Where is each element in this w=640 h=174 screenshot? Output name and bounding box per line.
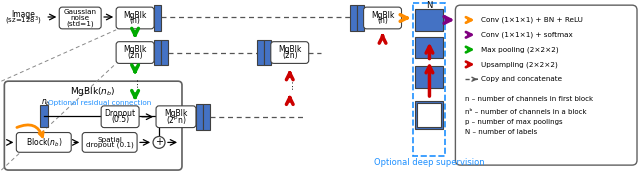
Text: ...: ...: [130, 76, 140, 87]
FancyBboxPatch shape: [196, 104, 203, 130]
FancyBboxPatch shape: [156, 106, 196, 128]
FancyBboxPatch shape: [161, 40, 168, 65]
Text: (std=1): (std=1): [67, 20, 94, 27]
FancyBboxPatch shape: [116, 42, 154, 63]
FancyBboxPatch shape: [415, 101, 444, 129]
Text: Conv (1×1×1) + BN + ReLU: Conv (1×1×1) + BN + ReLU: [481, 17, 583, 23]
FancyBboxPatch shape: [40, 105, 48, 127]
Text: MgBlk: MgBlk: [164, 109, 188, 118]
Text: Upsampling (2×2×2): Upsampling (2×2×2): [481, 61, 558, 68]
Text: MgBlk: MgBlk: [124, 45, 147, 54]
FancyBboxPatch shape: [364, 7, 401, 29]
Text: +: +: [155, 137, 163, 147]
FancyBboxPatch shape: [456, 5, 637, 165]
Text: (2n): (2n): [127, 51, 143, 60]
FancyArrowPatch shape: [17, 125, 44, 137]
Text: Block($n_b$): Block($n_b$): [26, 136, 62, 149]
Text: Copy and concatenate: Copy and concatenate: [481, 76, 563, 82]
FancyBboxPatch shape: [264, 40, 271, 65]
FancyBboxPatch shape: [154, 5, 161, 31]
Circle shape: [153, 136, 165, 148]
FancyBboxPatch shape: [154, 40, 161, 65]
FancyBboxPatch shape: [203, 104, 210, 130]
Text: Dropout: Dropout: [104, 109, 136, 118]
Text: ...: ...: [285, 78, 295, 89]
Text: nᵇ – number of channels in a block: nᵇ – number of channels in a block: [465, 109, 587, 115]
Text: $n_b$: $n_b$: [41, 98, 51, 108]
Text: MgBlk: MgBlk: [278, 45, 301, 54]
Text: (2n): (2n): [282, 51, 298, 60]
Text: N: N: [426, 1, 433, 10]
Text: Max pooling (2×2×2): Max pooling (2×2×2): [481, 46, 559, 53]
Text: Image: Image: [12, 10, 35, 19]
Text: (0.5): (0.5): [111, 115, 129, 124]
FancyBboxPatch shape: [271, 42, 308, 63]
FancyBboxPatch shape: [116, 7, 154, 29]
Text: MgBlk: MgBlk: [124, 10, 147, 19]
FancyBboxPatch shape: [82, 133, 137, 152]
FancyBboxPatch shape: [415, 9, 444, 31]
Text: noise: noise: [70, 15, 90, 21]
Text: Gaussian: Gaussian: [64, 9, 97, 15]
FancyBboxPatch shape: [17, 133, 71, 152]
FancyBboxPatch shape: [356, 5, 364, 31]
Text: Optional deep supervision: Optional deep supervision: [374, 158, 484, 167]
Text: N – number of labels: N – number of labels: [465, 129, 538, 135]
Text: n – number of channels in first block: n – number of channels in first block: [465, 96, 593, 102]
FancyBboxPatch shape: [101, 106, 139, 128]
Text: (n): (n): [130, 17, 141, 25]
FancyBboxPatch shape: [4, 81, 182, 170]
FancyBboxPatch shape: [415, 37, 444, 58]
Text: Optional residual connection: Optional residual connection: [47, 100, 151, 106]
Text: MgBlk($n_b$): MgBlk($n_b$): [70, 85, 116, 98]
Text: (2$^p$n): (2$^p$n): [166, 114, 186, 126]
FancyBboxPatch shape: [349, 5, 356, 31]
Text: dropout (0.1): dropout (0.1): [86, 142, 134, 148]
Text: (n): (n): [377, 17, 388, 25]
FancyBboxPatch shape: [257, 40, 264, 65]
Text: Conv (1×1×1) + softmax: Conv (1×1×1) + softmax: [481, 31, 573, 38]
Text: p – number of max poolings: p – number of max poolings: [465, 119, 563, 125]
FancyBboxPatch shape: [417, 103, 442, 127]
Text: MgBlk: MgBlk: [371, 10, 394, 19]
FancyBboxPatch shape: [415, 66, 444, 88]
Text: Spatial: Spatial: [97, 137, 122, 143]
Text: (sz=128$^3$): (sz=128$^3$): [5, 15, 42, 27]
FancyBboxPatch shape: [60, 7, 101, 29]
